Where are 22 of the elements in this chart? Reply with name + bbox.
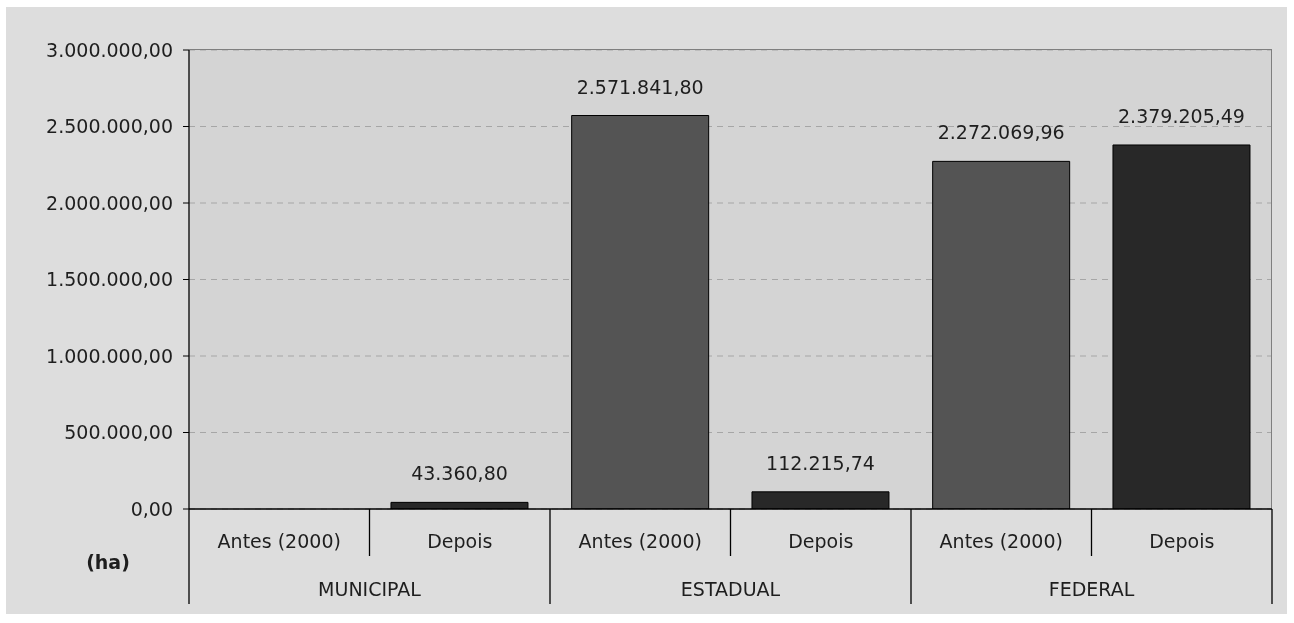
y-tick-label: 3.000.000,00 — [46, 38, 173, 61]
series-label: Depois — [427, 530, 493, 552]
y-axis-title: (ha) — [85, 550, 131, 574]
y-tick-label: 500.000,00 — [64, 421, 173, 444]
data-label: 43.360,80 — [411, 462, 508, 485]
text: Depois — [788, 530, 854, 552]
data-label: 2.379.205,49 — [1118, 104, 1245, 127]
x-tick-label: MUNICIPAL — [318, 578, 422, 600]
data-label: 112.215,74 — [766, 451, 875, 474]
y-tick-label: 0,00 — [130, 497, 173, 520]
text: Antes (2000) — [217, 530, 341, 552]
data-label: 2.272.069,96 — [937, 121, 1065, 144]
y-tick-label: 1.500.000,00 — [46, 268, 173, 291]
x-tick-label: FEDERAL — [1048, 578, 1135, 600]
data-label: 2.571.841,80 — [576, 75, 704, 98]
y-tick-label: 2.500.000,00 — [46, 115, 173, 138]
series-label: Antes (2000) — [578, 530, 702, 552]
y-tick-label: 1.000.000,00 — [46, 344, 173, 367]
text: Antes (2000) — [939, 530, 1063, 552]
y-tick-label: 2.000.000,00 — [46, 191, 173, 214]
text: Depois — [1149, 530, 1215, 552]
x-tick-label: ESTADUAL — [680, 578, 781, 600]
